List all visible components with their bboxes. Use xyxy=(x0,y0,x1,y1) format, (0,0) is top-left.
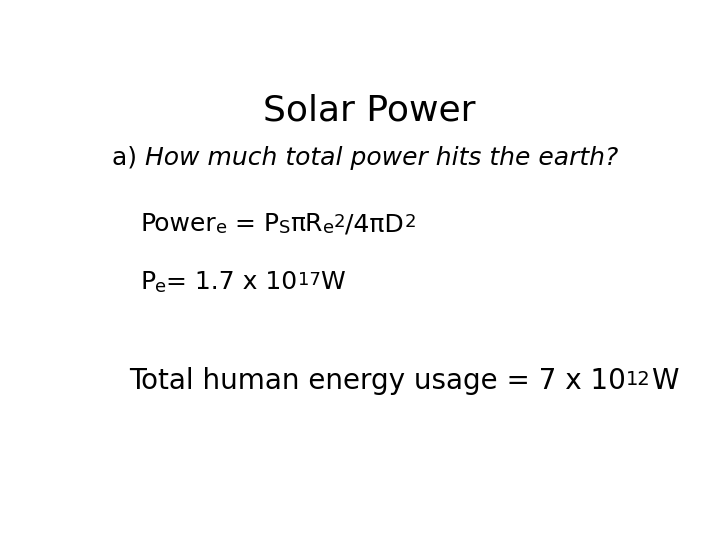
Text: S: S xyxy=(279,219,290,238)
Text: = P: = P xyxy=(227,212,279,236)
Text: /4πD: /4πD xyxy=(346,212,404,236)
Text: e: e xyxy=(216,219,227,238)
Text: Solar Power: Solar Power xyxy=(263,94,475,128)
Text: πR: πR xyxy=(290,212,323,236)
Text: W: W xyxy=(320,271,345,294)
Text: Total human energy usage = 7 x 10: Total human energy usage = 7 x 10 xyxy=(129,367,626,395)
Text: How much total power hits the earth?: How much total power hits the earth? xyxy=(145,146,618,170)
Text: P: P xyxy=(140,271,156,294)
Text: Power: Power xyxy=(140,212,216,236)
Text: a): a) xyxy=(112,146,145,170)
Text: = 1.7 x 10: = 1.7 x 10 xyxy=(166,271,297,294)
Text: 12: 12 xyxy=(626,370,651,389)
Text: 2: 2 xyxy=(404,213,415,231)
Text: e: e xyxy=(156,278,166,295)
Text: 17: 17 xyxy=(297,272,320,289)
Text: W: W xyxy=(651,367,678,395)
Text: e: e xyxy=(323,219,334,238)
Text: 2: 2 xyxy=(334,213,346,231)
